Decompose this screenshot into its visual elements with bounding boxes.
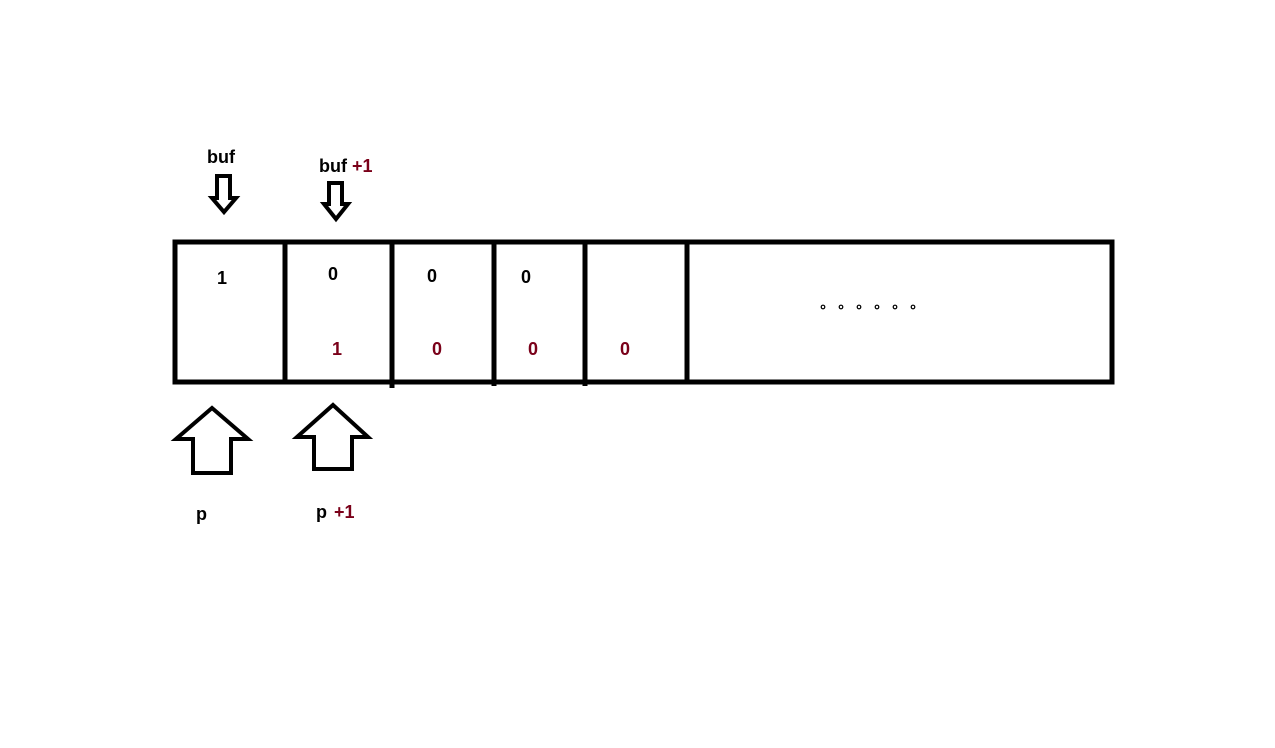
ellipsis-dot [874,304,880,310]
buf-plus-one-down-arrow-icon [319,181,353,223]
p-plus-one-base-label: p [316,502,327,522]
p-plus-one-up-arrow-icon [291,402,374,471]
cell-3-top-value: 0 [521,267,531,287]
ellipsis-dots [820,304,916,310]
ellipsis-dot [856,304,862,310]
cell-3-bottom-value: 0 [528,339,538,359]
p-label: p [196,504,207,524]
memory-block [172,239,1115,388]
cell-4-bottom-value: 0 [620,339,630,359]
buf-plus-one-base-label: buf [319,156,348,176]
buf-label: buf [207,147,236,167]
p-up-arrow-icon [170,405,254,475]
cell-1-top-value: 0 [328,264,338,284]
cell-2-bottom-value: 0 [432,339,442,359]
cell-0-top-value: 1 [217,268,227,288]
cell-2-top-value: 0 [427,266,437,286]
ellipsis-dot [892,304,898,310]
p-plus-one-offset-label: +1 [334,502,355,522]
buf-plus-one-offset-label: +1 [352,156,373,176]
buf-down-arrow-icon [207,174,241,216]
ellipsis-dot [910,304,916,310]
ellipsis-dot [820,304,826,310]
cell-1-bottom-value: 1 [332,339,342,359]
ellipsis-dot [838,304,844,310]
